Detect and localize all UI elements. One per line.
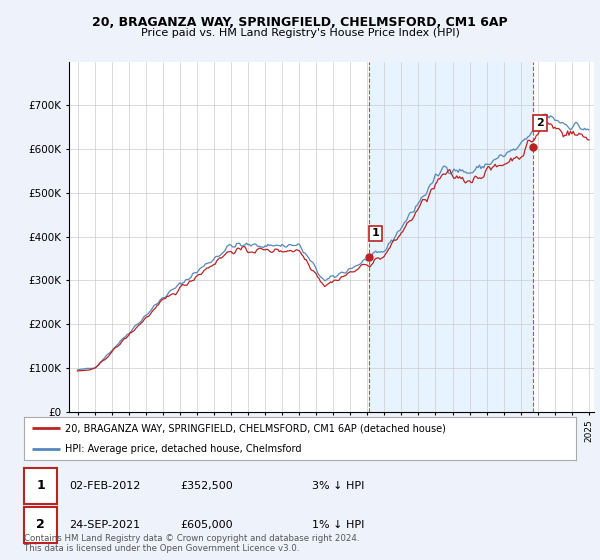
Text: 3% ↓ HPI: 3% ↓ HPI: [312, 481, 364, 491]
Text: 1% ↓ HPI: 1% ↓ HPI: [312, 520, 364, 530]
Text: 20, BRAGANZA WAY, SPRINGFIELD, CHELMSFORD, CM1 6AP (detached house): 20, BRAGANZA WAY, SPRINGFIELD, CHELMSFOR…: [65, 423, 446, 433]
Text: 20, BRAGANZA WAY, SPRINGFIELD, CHELMSFORD, CM1 6AP: 20, BRAGANZA WAY, SPRINGFIELD, CHELMSFOR…: [92, 16, 508, 29]
Text: £352,500: £352,500: [180, 481, 233, 491]
Text: HPI: Average price, detached house, Chelmsford: HPI: Average price, detached house, Chel…: [65, 445, 302, 454]
Text: 2: 2: [36, 519, 45, 531]
Text: 1: 1: [372, 228, 380, 239]
Text: 2: 2: [536, 118, 544, 128]
Text: Price paid vs. HM Land Registry's House Price Index (HPI): Price paid vs. HM Land Registry's House …: [140, 28, 460, 38]
Text: £605,000: £605,000: [180, 520, 233, 530]
Text: Contains HM Land Registry data © Crown copyright and database right 2024.
This d: Contains HM Land Registry data © Crown c…: [24, 534, 359, 553]
Text: 02-FEB-2012: 02-FEB-2012: [69, 481, 140, 491]
Text: 24-SEP-2021: 24-SEP-2021: [69, 520, 140, 530]
Text: 1: 1: [36, 479, 45, 492]
Bar: [369, 62, 533, 412]
